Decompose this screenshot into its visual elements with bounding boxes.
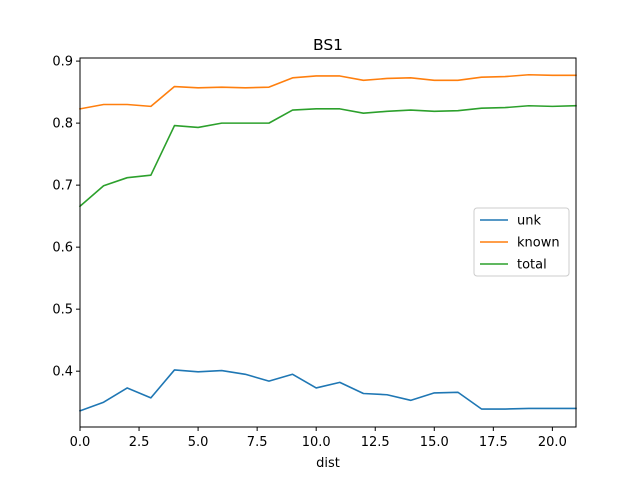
series-line-total <box>78 104 577 208</box>
y-tick-label: 0.6 <box>52 241 73 256</box>
x-tick-label: 0.0 <box>70 435 91 450</box>
legend-label-unk: unk <box>517 214 541 229</box>
y-tick-label: 0.4 <box>52 365 73 380</box>
legend-label-total: total <box>517 258 547 273</box>
legend-box <box>473 207 570 277</box>
x-tick-label: 15.0 <box>420 435 449 450</box>
x-axis-label: dist <box>316 456 340 471</box>
x-tick-label: 2.5 <box>129 435 150 450</box>
series-line-unk <box>78 369 577 412</box>
x-tick-label: 10.0 <box>302 435 331 450</box>
x-tick-label: 5.0 <box>188 435 209 450</box>
y-axis: 0.4 0.5 0.6 0.7 0.8 0.9 <box>52 55 80 380</box>
legend: unk known total <box>473 207 570 277</box>
x-tick-label: 12.5 <box>361 435 390 450</box>
x-axis: 0.0 2.5 5.0 7.5 10.0 12.5 15.0 17.5 20.0 <box>70 427 567 450</box>
x-tick-label: 20.0 <box>538 435 567 450</box>
y-tick-label: 0.7 <box>52 179 73 194</box>
chart-title: BS1 <box>313 36 343 54</box>
series-line-known <box>79 73 577 110</box>
y-tick-label: 0.9 <box>52 55 73 70</box>
x-tick-label: 17.5 <box>479 435 508 450</box>
y-tick-label: 0.8 <box>52 117 73 132</box>
series-layer <box>78 73 577 412</box>
y-tick-label: 0.5 <box>52 303 73 318</box>
x-tick-label: 7.5 <box>247 435 268 450</box>
plot-frame <box>79 57 577 428</box>
legend-label-known: known <box>517 236 560 251</box>
